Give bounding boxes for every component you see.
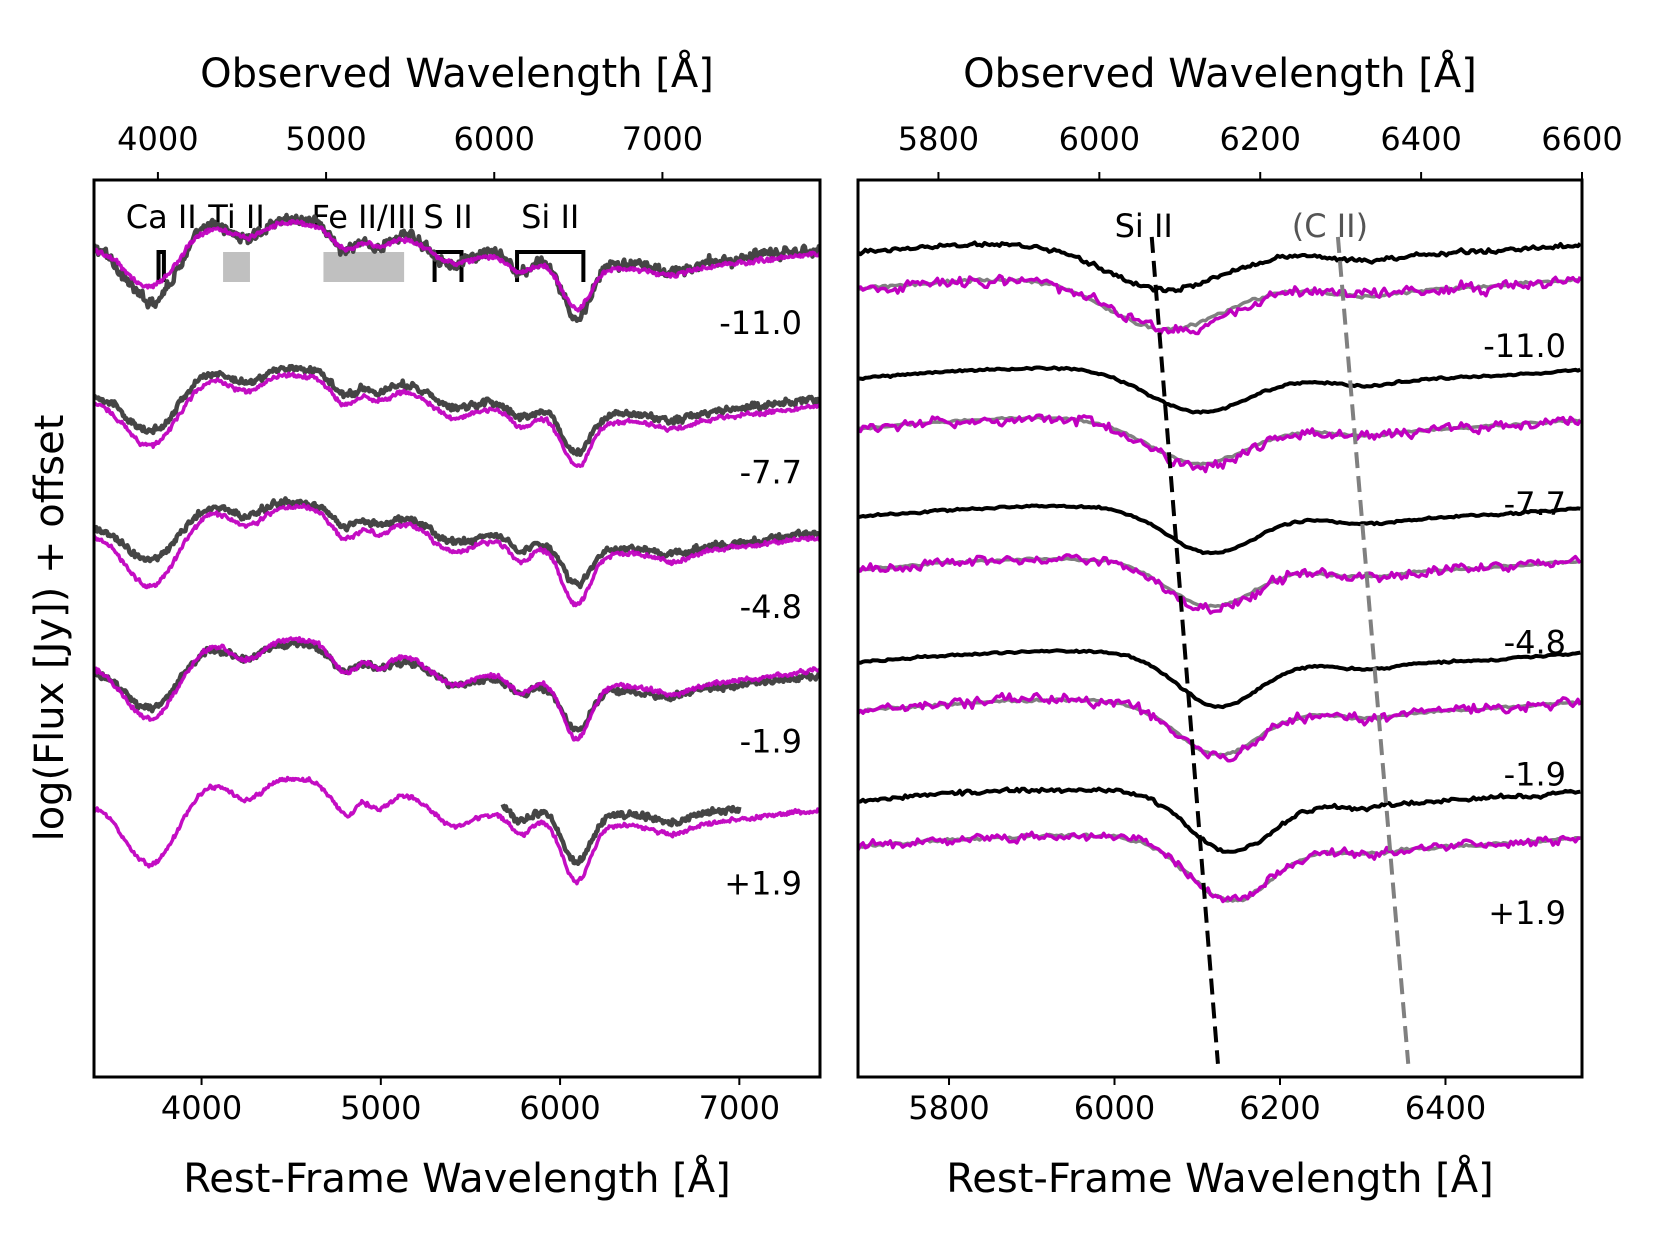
right-phase-label-1: -7.7 bbox=[1504, 485, 1566, 523]
right-bottom-tick-label-6200: 6200 bbox=[1239, 1089, 1320, 1127]
left-spectrum-model--1.9 bbox=[94, 636, 820, 742]
left-top-tick-label-4000: 4000 bbox=[117, 120, 198, 158]
left-spectrum-observed--11.0 bbox=[94, 212, 820, 324]
right-annotation-label-0: Si II bbox=[1115, 207, 1173, 245]
right-spectrum-top-+1.9 bbox=[858, 786, 1581, 854]
right-top-axis-label: Observed Wavelength [Å] bbox=[963, 49, 1477, 97]
left-spectrum-model--7.7 bbox=[94, 371, 820, 469]
right-spectrum-model--7.7 bbox=[858, 413, 1582, 474]
right-spectrum-top--7.7 bbox=[858, 365, 1582, 415]
right-annotations: Si II (C II) bbox=[1115, 207, 1411, 1064]
right-phase-label-4: +1.9 bbox=[1488, 894, 1566, 932]
y-axis-label: log(Flux [Jy]) + offset bbox=[27, 415, 73, 842]
right-series bbox=[858, 240, 1582, 904]
left-top-axis-label: Observed Wavelength [Å] bbox=[200, 49, 714, 97]
left-phase-label-2: -4.8 bbox=[740, 588, 802, 626]
line-id-band-1 bbox=[223, 252, 250, 282]
right-top-tick-label-6600: 6600 bbox=[1541, 120, 1622, 158]
left-bottom-tick-label-4000: 4000 bbox=[161, 1089, 242, 1127]
left-spectrum-observed--7.7 bbox=[94, 363, 820, 458]
right-spectrum-observed--4.8 bbox=[858, 556, 1581, 609]
right-top-tick-label-5800: 5800 bbox=[898, 120, 979, 158]
right-spectrum-model-+1.9 bbox=[858, 830, 1581, 904]
left-spectrum-model--11.0 bbox=[94, 218, 820, 313]
left-phase-label-3: -1.9 bbox=[740, 723, 802, 761]
left-phase-label-1: -7.7 bbox=[740, 454, 802, 492]
line-id-label-2: Fe II/III bbox=[312, 198, 416, 236]
left-phase-labels: -11.0 -7.7 -4.8 -1.9 +1.9 bbox=[719, 304, 802, 903]
left-top-tick-label-7000: 7000 bbox=[622, 120, 703, 158]
right-spectrum-observed--7.7 bbox=[858, 415, 1581, 467]
right-phase-label-0: -11.0 bbox=[1483, 327, 1566, 365]
right-top-tick-label-6000: 6000 bbox=[1059, 120, 1140, 158]
right-spectrum-top--1.9 bbox=[858, 648, 1581, 710]
left-spectrum-observed--4.8 bbox=[94, 496, 820, 590]
right-spectrum-top--4.8 bbox=[858, 503, 1581, 556]
right-spectrum-model--1.9 bbox=[858, 691, 1582, 763]
right-annotation-line-1 bbox=[1335, 236, 1411, 1064]
left-phase-label-4: +1.9 bbox=[724, 865, 802, 903]
left-top-tick-label-5000: 5000 bbox=[285, 120, 366, 158]
line-id-label-0: Ca II bbox=[126, 198, 197, 236]
left-axes-frame bbox=[92, 178, 822, 1079]
line-id-bracket-0 bbox=[156, 250, 166, 282]
left-top-tick-label-6000: 6000 bbox=[454, 120, 535, 158]
right-bottom-tick-label-6000: 6000 bbox=[1074, 1089, 1155, 1127]
left-ticks: 4000 5000 6000 7000 4000 5000 6000 7000 bbox=[117, 120, 780, 1127]
right-top-tick-label-6400: 6400 bbox=[1380, 120, 1461, 158]
right-phase-label-2: -4.8 bbox=[1504, 624, 1566, 662]
left-bottom-tick-label-7000: 7000 bbox=[699, 1089, 780, 1127]
right-phase-labels: -11.0 -7.7 -4.8 -1.9 +1.9 bbox=[1483, 327, 1566, 932]
right-axes-frame bbox=[856, 178, 1584, 1079]
left-phase-label-0: -11.0 bbox=[719, 304, 802, 342]
line-id-bracket-4 bbox=[515, 250, 586, 282]
right-spectrum-model--4.8 bbox=[858, 553, 1582, 615]
left-series bbox=[94, 212, 820, 886]
line-id-label-4: Si II bbox=[521, 198, 579, 236]
right-panel: Observed Wavelength [Å] Rest-Frame Wavel… bbox=[856, 49, 1623, 1202]
right-spectrum-top--11.0 bbox=[858, 240, 1582, 294]
line-id-label-3: S II bbox=[423, 198, 472, 236]
line-id-band-2 bbox=[323, 252, 405, 282]
left-bottom-tick-label-5000: 5000 bbox=[340, 1089, 421, 1127]
left-bottom-axis-label: Rest-Frame Wavelength [Å] bbox=[183, 1154, 730, 1202]
right-phase-label-3: -1.9 bbox=[1504, 756, 1566, 794]
right-annotation-line-0 bbox=[1149, 236, 1220, 1064]
left-bottom-tick-label-6000: 6000 bbox=[519, 1089, 600, 1127]
left-spectrum-model--4.8 bbox=[94, 502, 820, 608]
right-top-tick-label-6200: 6200 bbox=[1220, 120, 1301, 158]
right-ticks: 5800 6000 6200 6400 5800 6000 6200 6400 6600 bbox=[898, 120, 1623, 1127]
left-spectrum-model-+1.9 bbox=[94, 775, 820, 886]
right-spectrum-model--11.0 bbox=[858, 273, 1582, 336]
right-bottom-axis-label: Rest-Frame Wavelength [Å] bbox=[946, 1154, 1493, 1202]
right-bottom-tick-label-5800: 5800 bbox=[908, 1089, 989, 1127]
left-line-ids: Ca II Ti II Fe II/III S II Si II bbox=[126, 198, 586, 282]
left-spectrum-observed-+1.9 bbox=[500, 803, 742, 867]
right-bottom-tick-label-6400: 6400 bbox=[1405, 1089, 1486, 1127]
left-panel: Observed Wavelength [Å] Rest-Frame Wavel… bbox=[92, 49, 822, 1202]
right-annotation-label-1: (C II) bbox=[1292, 207, 1368, 245]
